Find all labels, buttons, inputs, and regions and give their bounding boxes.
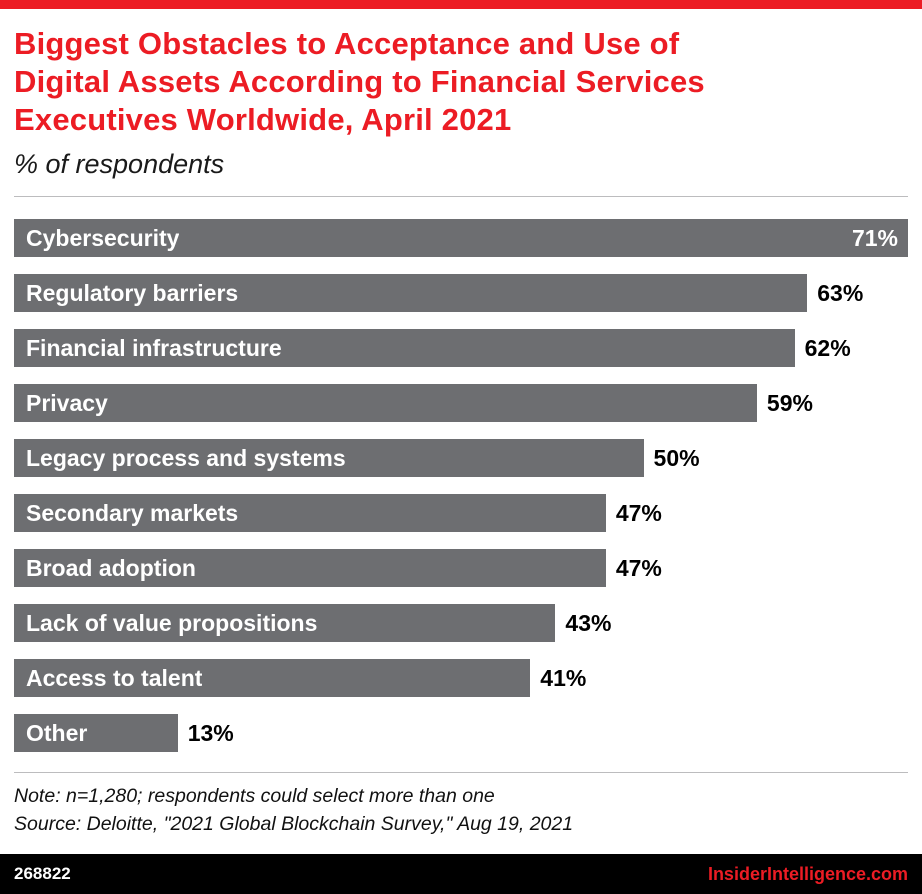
title-line-3: Executives Worldwide, April 2021 (14, 102, 512, 138)
bar-chart: Cybersecurity 71% Regulatory barriers 63% Fi… (14, 219, 908, 753)
bar-row: Access to talent 41% (14, 659, 908, 698)
bar: Broad adoption (14, 549, 606, 588)
bar-label: Lack of value propositions (26, 609, 318, 636)
header-divider (14, 196, 908, 198)
source-line: Source: Deloitte, "2021 Global Blockchai… (14, 812, 574, 835)
bar-row: Lack of value propositions 43% (14, 604, 908, 643)
bar-label: Other (26, 719, 88, 746)
bar-row: Financial infrastructure 62% (14, 329, 908, 368)
note-divider (14, 772, 908, 774)
bar-row: Other 13% (14, 714, 908, 753)
bar-value: 63% (817, 279, 864, 306)
chart-title: Biggest Obstacles to Acceptance and Use … (14, 25, 908, 139)
bar-label: Secondary markets (26, 499, 239, 526)
bar-label: Regulatory barriers (26, 279, 239, 306)
bar-row: Broad adoption 47% (14, 549, 908, 588)
bar-label: Access to talent (26, 664, 203, 691)
bar-value: 71% (851, 224, 898, 251)
bar-label: Broad adoption (26, 554, 196, 581)
footer-bar: 268822 InsiderIntelligence.com (0, 854, 922, 894)
bar-value: 50% (653, 444, 700, 471)
top-red-strip (0, 0, 922, 9)
bar-label: Cybersecurity (26, 224, 180, 251)
bar: Other (14, 714, 178, 753)
bar-value: 62% (804, 334, 851, 361)
bar-row: Regulatory barriers 63% (14, 274, 908, 313)
chart-subtitle: % of respondents (14, 149, 225, 180)
bar-value: 41% (540, 664, 587, 691)
bar-label: Financial infrastructure (26, 334, 282, 361)
bar: Secondary markets (14, 494, 606, 533)
notes: Note: n=1,280; respondents could select … (14, 783, 908, 838)
title-line-2: Digital Assets According to Financial Se… (14, 64, 705, 100)
bar-value: 59% (766, 389, 813, 416)
bar-label: Privacy (26, 389, 108, 416)
bar-row: Cybersecurity 71% (14, 219, 908, 258)
chart-id: 268822 (14, 864, 71, 883)
bar: Regulatory barriers (14, 274, 808, 313)
bar: Lack of value propositions (14, 604, 556, 643)
bar-value: 47% (615, 554, 662, 581)
bar-value: 13% (187, 719, 234, 746)
bar-value: 47% (615, 499, 662, 526)
bar-label: Legacy process and systems (26, 444, 346, 471)
site-link[interactable]: InsiderIntelligence.com (707, 863, 908, 884)
bar: Legacy process and systems (14, 439, 644, 478)
note-line: Note: n=1,280; respondents could select … (14, 785, 495, 808)
bar-value: 43% (565, 609, 612, 636)
bar: Cybersecurity 71% (14, 219, 908, 258)
bar-row: Legacy process and systems 50% (14, 439, 908, 478)
bar: Privacy (14, 384, 757, 423)
title-line-1: Biggest Obstacles to Acceptance and Use … (14, 26, 680, 61)
chart-content: Biggest Obstacles to Acceptance and Use … (0, 9, 922, 838)
bar-row: Secondary markets 47% (14, 494, 908, 533)
bar: Financial infrastructure (14, 329, 795, 368)
bar: Access to talent (14, 659, 531, 698)
bar-row: Privacy 59% (14, 384, 908, 423)
